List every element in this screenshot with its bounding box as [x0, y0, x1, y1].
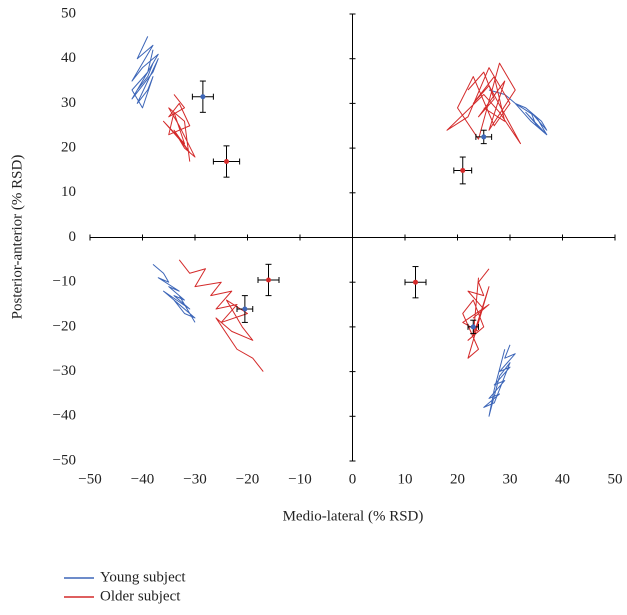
mean-point [224, 159, 229, 165]
trajectory [488, 89, 548, 136]
trajectory [483, 344, 516, 417]
y-tick-label: −10 [53, 274, 76, 290]
y-tick-label: −30 [53, 363, 76, 379]
trajectory [163, 94, 196, 162]
y-tick-label: 10 [61, 184, 76, 200]
trajectory [446, 62, 521, 145]
trajectory [152, 263, 196, 323]
mean-point [242, 306, 248, 312]
x-tick-label: 30 [503, 471, 518, 487]
x-axis-label: Medio-lateral (% RSD) [283, 508, 424, 524]
y-tick-label: 50 [61, 5, 76, 21]
y-tick-label: 0 [69, 229, 77, 245]
x-tick-label: −20 [236, 471, 259, 487]
x-tick-label: −40 [131, 471, 154, 487]
mean-point [413, 279, 418, 285]
x-tick-label: 20 [450, 471, 465, 487]
x-tick-label: −50 [78, 471, 101, 487]
trajectory [131, 36, 159, 109]
x-tick-label: 50 [608, 471, 623, 487]
y-tick-label: −50 [53, 452, 76, 468]
y-tick-label: 30 [61, 95, 76, 111]
y-tick-label: −20 [53, 318, 76, 334]
x-tick-label: 40 [555, 471, 570, 487]
mean-point [460, 167, 466, 173]
x-tick-label: −10 [288, 471, 311, 487]
x-tick-label: 10 [398, 471, 413, 487]
mean-point [481, 134, 487, 140]
legend-label: Older subject [100, 588, 181, 604]
y-tick-label: 20 [61, 140, 76, 156]
x-tick-label: 0 [349, 471, 357, 487]
mean-point [200, 94, 206, 100]
y-axis-label: Posterior-anterior (% RSD) [9, 155, 25, 320]
mean-point [266, 277, 271, 283]
mean-point [470, 324, 476, 330]
y-tick-label: 40 [61, 50, 76, 66]
trajectory [178, 259, 264, 372]
trajectory [462, 268, 490, 359]
legend-label: Young subject [100, 569, 186, 585]
y-tick-label: −40 [53, 408, 76, 424]
x-tick-label: −30 [183, 471, 206, 487]
